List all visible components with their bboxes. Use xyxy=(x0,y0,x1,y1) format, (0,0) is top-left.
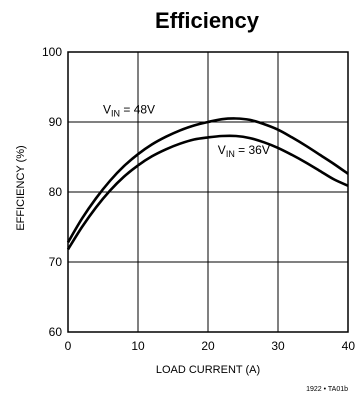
x-tick-label: 10 xyxy=(131,339,145,353)
y-tick-label: 90 xyxy=(49,115,63,129)
x-axis-label: LOAD CURRENT (A) xyxy=(156,364,260,376)
x-tick-label: 30 xyxy=(271,339,285,353)
x-tick-label: 0 xyxy=(65,339,72,353)
x-tick-label: 40 xyxy=(342,339,355,353)
tick-labels: 0 10 20 30 40 60 70 80 90 100 xyxy=(42,45,355,353)
series-line-vin-48v xyxy=(66,117,349,244)
data-series xyxy=(66,117,349,251)
series-label-vin-48v: VIN = 48V xyxy=(103,103,155,119)
y-tick-label: 100 xyxy=(42,45,62,59)
series-labels: VIN = 48V VIN = 36V xyxy=(103,103,270,160)
figure-code: 1922 • TA01b xyxy=(306,386,348,393)
y-tick-label: 60 xyxy=(49,325,63,339)
chart-title: Efficiency xyxy=(155,8,260,33)
series-line-vin-36v xyxy=(66,134,349,251)
y-axis-label: EFFICIENCY (%) xyxy=(15,145,27,230)
y-tick-label: 70 xyxy=(49,255,63,269)
y-tick-label: 80 xyxy=(49,185,63,199)
x-tick-label: 20 xyxy=(201,339,215,353)
series-label-vin-36v: VIN = 36V xyxy=(218,143,270,159)
plot-frame xyxy=(67,51,349,333)
